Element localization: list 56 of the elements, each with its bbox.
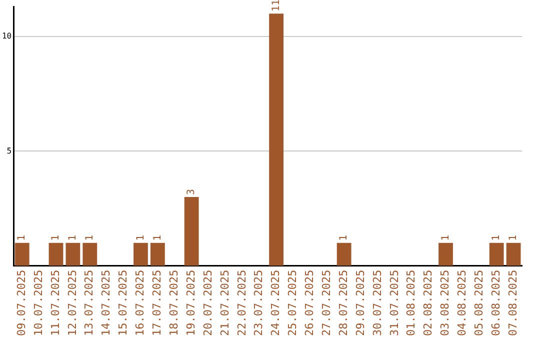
- data-label: 1: [50, 234, 62, 241]
- x-tick-label: 19.07.2025: [184, 270, 198, 336]
- x-tick-label: 09.07.2025: [14, 270, 28, 336]
- data-label: 1: [338, 234, 350, 241]
- bar: [150, 242, 165, 266]
- x-tick-label: 31.07.2025: [388, 270, 401, 336]
- x-tick-label: 30.07.2025: [370, 270, 384, 336]
- x-tick-label: 11.07.2025: [48, 270, 62, 336]
- x-tick-label: 10.07.2025: [32, 270, 45, 336]
- x-tick-label: 15.07.2025: [116, 270, 130, 336]
- data-label: 1: [68, 234, 79, 241]
- data-label: 1: [508, 234, 520, 241]
- x-tick-label: 14.07.2025: [100, 270, 113, 336]
- bar: [82, 242, 98, 266]
- x-tick-label: 05.08.2025: [472, 270, 486, 336]
- bar: [66, 242, 80, 266]
- x-tick-label: 21.07.2025: [218, 270, 232, 336]
- data-label: 1: [491, 234, 502, 241]
- data-label: 1: [152, 234, 164, 241]
- bar: [506, 242, 521, 266]
- data-label: 1: [16, 234, 28, 241]
- x-tick-label: 26.07.2025: [303, 270, 316, 336]
- x-tick-label: 25.07.2025: [286, 270, 300, 336]
- x-tick-label: 27.07.2025: [320, 270, 333, 336]
- data-label: 11: [270, 0, 282, 12]
- data-label: 1: [440, 234, 452, 241]
- x-tick-label: 07.08.2025: [506, 270, 520, 336]
- bar: [269, 14, 284, 266]
- y-tick-label: 5: [6, 146, 12, 156]
- x-tick-label: 04.08.2025: [456, 270, 469, 336]
- data-label: 3: [186, 188, 198, 196]
- x-tick-label: 16.07.2025: [134, 270, 147, 336]
- x-tick-label: 22.07.2025: [235, 270, 248, 336]
- y-tick-label: 10: [2, 32, 12, 41]
- x-tick-label: 29.07.2025: [354, 270, 367, 336]
- bar: [14, 242, 30, 266]
- x-tick-label: 18.07.2025: [167, 270, 180, 336]
- bar: [134, 242, 148, 266]
- x-tick-label: 06.08.2025: [489, 270, 502, 336]
- x-tick-label: 03.08.2025: [438, 270, 452, 336]
- bar: [489, 242, 504, 266]
- x-tick-label: 28.07.2025: [336, 270, 350, 336]
- data-label: 1: [135, 234, 146, 241]
- bar: [184, 197, 199, 266]
- x-tick-label: 20.07.2025: [201, 270, 214, 336]
- x-tick-label: 01.08.2025: [404, 270, 418, 336]
- x-tick-label: 24.07.2025: [269, 270, 282, 336]
- x-tick-label: 02.08.2025: [422, 270, 435, 336]
- x-tick-label: 12.07.2025: [66, 270, 79, 336]
- x-tick-label: 13.07.2025: [82, 270, 96, 336]
- bar: [438, 242, 453, 266]
- x-tick-label: 17.07.2025: [150, 270, 164, 336]
- x-tick-label: 23.07.2025: [252, 270, 266, 336]
- bar: [336, 242, 352, 266]
- data-label: 1: [84, 234, 96, 241]
- bar: [48, 242, 64, 266]
